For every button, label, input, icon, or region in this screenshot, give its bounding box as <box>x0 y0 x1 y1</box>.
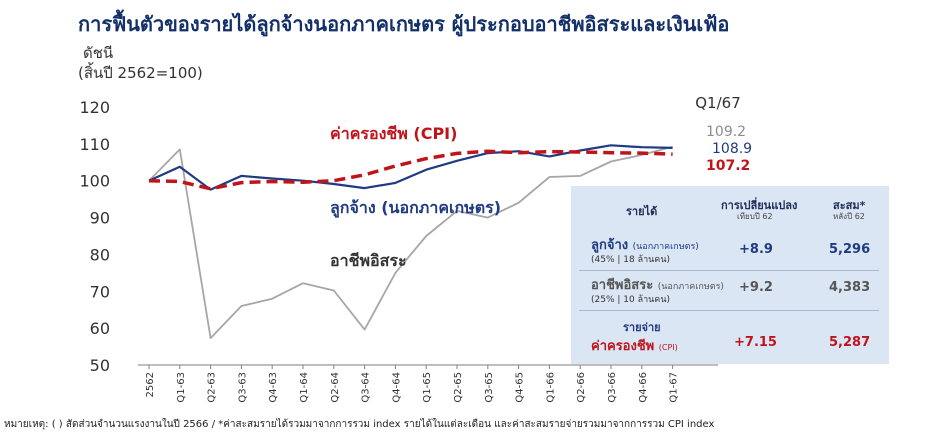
row-cpi-change: +7.15 <box>734 335 777 350</box>
end-label-cpi: 107.2 <box>706 158 750 174</box>
y-tick-label: 60 <box>90 319 110 338</box>
col-header-change-sub: เทียบปี 62 <box>737 212 773 221</box>
x-tick-label: Q1-65 <box>422 372 433 403</box>
y-tick-label: 50 <box>90 356 110 375</box>
y-axis-label: ดัชนี <box>83 44 114 62</box>
x-tick-label: Q4-64 <box>391 372 402 403</box>
x-tick-label: Q3-63 <box>237 372 248 403</box>
x-tick-label: Q2-63 <box>207 372 218 403</box>
y-tick-label: 110 <box>79 135 110 154</box>
x-tick-label: Q1-63 <box>176 372 187 403</box>
end-label-employee: 108.9 <box>712 141 752 157</box>
chart-title: การฟื้นตัวของรายได้ลูกจ้างนอกภาคเกษตร ผู… <box>78 12 730 36</box>
table-divider <box>579 310 879 311</box>
x-tick-label: Q2-65 <box>453 372 464 403</box>
x-tick-label: Q3-65 <box>484 372 495 403</box>
row-cpi-name: ค่าครองชีพ (CPI) <box>591 339 678 354</box>
table-divider <box>579 270 879 271</box>
x-tick-label: Q4-63 <box>268 372 279 403</box>
col-header-cum-sub: หลังปี 62 <box>833 212 865 221</box>
y-tick-label: 120 <box>79 98 110 117</box>
y-axis-label-unit: (สิ้นปี 2562=100) <box>78 64 203 82</box>
row-self-employed-detail: (25% | 10 ล้านคน) <box>591 295 670 305</box>
x-tick-label: Q4-66 <box>638 372 649 403</box>
footnote: หมายเหตุ: ( ) สัดส่วนจำนวนแรงงานในปี 256… <box>4 419 715 430</box>
series-line-self-employed <box>148 145 673 340</box>
x-tick-label: Q1-64 <box>299 372 310 403</box>
x-tick-label: Q4-65 <box>515 372 526 403</box>
y-tick-label: 90 <box>90 209 110 228</box>
end-label-self-employed: 109.2 <box>706 124 746 140</box>
x-tick-label: Q3-64 <box>361 372 372 403</box>
x-tick-label: Q3-66 <box>607 372 618 403</box>
row-self-employed-name: อาชีพอิสระ (นอกภาคเกษตร) <box>591 278 724 293</box>
series-line-cpi <box>148 149 673 191</box>
row-self-employed-cum: 4,383 <box>829 280 871 295</box>
col-header-cum: สะสม* <box>833 199 866 212</box>
x-tick-label: Q2-66 <box>576 372 587 403</box>
series-label-employee: ลูกจ้าง (นอกภาคเกษตร) <box>330 198 501 219</box>
series-label-cpi: ค่าครองชีพ (CPI) <box>330 124 457 143</box>
summary-table: รายได้ การเปลี่ยนแปลง เทียบปี 62 สะสม* ห… <box>571 186 889 364</box>
x-tick-label: Q1-66 <box>545 372 556 403</box>
row-employee-name: ลูกจ้าง (นอกภาคเกษตร) <box>591 238 699 253</box>
row-self-employed-change: +9.2 <box>739 280 773 295</box>
y-tick-label: 80 <box>90 245 110 264</box>
col-header-change: การเปลี่ยนแปลง <box>721 199 798 212</box>
row-employee-detail: (45% | 18 ล้านคน) <box>591 255 670 265</box>
y-tick-label: 100 <box>79 172 110 191</box>
row-employee-cum: 5,296 <box>829 242 871 257</box>
row-cpi-cum: 5,287 <box>829 335 871 350</box>
period-label: Q1/67 <box>695 94 741 112</box>
x-tick-label: 2562 <box>145 372 156 397</box>
series-label-self-employed: อาชีพอิสระ <box>330 251 407 270</box>
row-employee-change: +8.9 <box>739 242 773 257</box>
expense-header: รายจ่าย <box>623 321 661 334</box>
x-tick-label: Q1-67 <box>669 372 680 403</box>
y-tick-label: 70 <box>90 282 110 301</box>
col-header-income: รายได้ <box>626 205 658 218</box>
series-line-employee <box>148 144 673 191</box>
x-tick-label: Q2-64 <box>330 372 341 403</box>
